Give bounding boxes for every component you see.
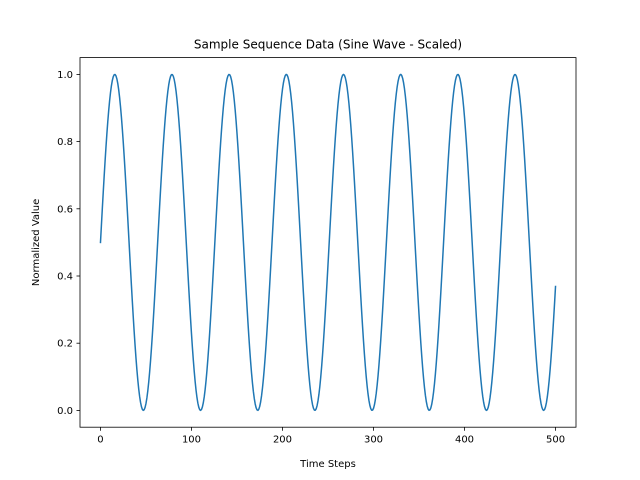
x-axis-ticks: 0 100 200 300 400 500 xyxy=(97,427,565,446)
y-tick-label: 0.4 xyxy=(57,272,73,283)
x-tick-label: 300 xyxy=(364,435,383,446)
plot-area xyxy=(80,57,576,428)
y-axis-label: Normalized Value xyxy=(31,199,42,286)
y-tick-label: 0.2 xyxy=(57,339,73,350)
series-line-1 xyxy=(99,73,557,412)
x-axis-label: Time Steps xyxy=(299,459,356,470)
y-axis-ticks: 0.0 0.2 0.4 0.6 0.8 1.0 xyxy=(57,70,80,417)
y-tick-label: 0.8 xyxy=(57,137,73,148)
y-tick-label: 1.0 xyxy=(57,70,73,81)
x-tick-label: 500 xyxy=(546,435,565,446)
chart-title: Sample Sequence Data (Sine Wave - Scaled… xyxy=(194,38,462,52)
y-tick-label: 0.0 xyxy=(57,406,73,417)
plot-frame xyxy=(79,57,577,428)
x-tick-label: 400 xyxy=(455,435,474,446)
x-tick-label: 100 xyxy=(182,435,201,446)
y-tick-label: 0.6 xyxy=(57,204,73,215)
x-tick-label: 200 xyxy=(273,435,292,446)
series-layer xyxy=(99,73,557,412)
x-tick-label: 0 xyxy=(97,435,103,446)
